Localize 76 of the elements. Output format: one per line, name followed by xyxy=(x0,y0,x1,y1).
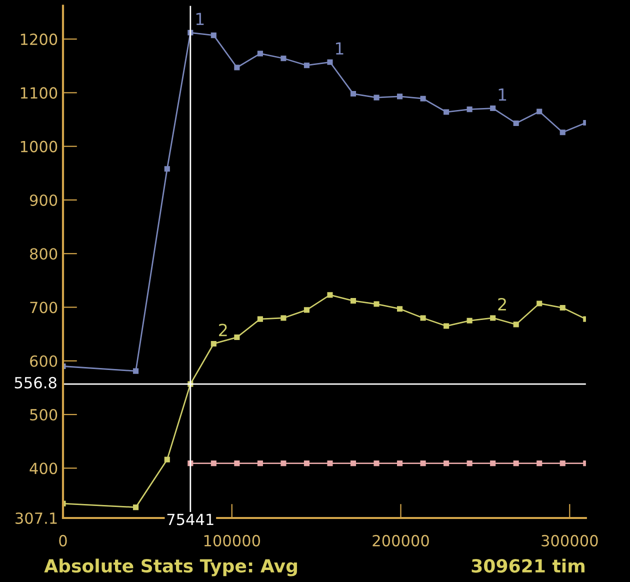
point xyxy=(280,56,286,62)
text: 309621 tim xyxy=(472,558,584,573)
point xyxy=(327,59,333,65)
point xyxy=(210,340,216,346)
annotation: 1 xyxy=(336,42,344,55)
y-tick-label: 900 xyxy=(30,194,58,206)
point xyxy=(466,106,472,112)
point xyxy=(513,322,519,328)
point xyxy=(133,504,139,510)
y-tick-label: 800 xyxy=(30,248,58,260)
annotation: 1 xyxy=(498,88,506,101)
point xyxy=(350,298,356,304)
ref-line-label: 75441 xyxy=(167,514,214,526)
point xyxy=(374,301,380,307)
annotation: 1 xyxy=(196,12,204,26)
point xyxy=(164,166,170,172)
point xyxy=(327,292,333,298)
point xyxy=(397,306,403,312)
point xyxy=(420,96,426,102)
point xyxy=(210,460,216,466)
x-tick-label: 300000 xyxy=(542,534,598,546)
point xyxy=(234,64,240,70)
point xyxy=(513,120,519,126)
y-tick-label: 307.1 xyxy=(16,512,57,524)
point xyxy=(536,460,542,466)
point xyxy=(397,460,403,466)
x-tick-label: 100000 xyxy=(204,534,260,546)
x-tick-label: 0 xyxy=(59,534,67,546)
point xyxy=(536,300,542,306)
point xyxy=(280,315,286,321)
point xyxy=(304,460,310,466)
line-series xyxy=(63,30,586,374)
point xyxy=(420,460,426,466)
point xyxy=(560,305,566,311)
point xyxy=(234,460,240,466)
x-tick-label: 200000 xyxy=(372,534,429,546)
point xyxy=(257,50,263,56)
y-tick-label: 700 xyxy=(30,302,58,314)
point xyxy=(490,460,496,466)
point xyxy=(466,460,472,466)
point xyxy=(350,460,356,466)
point xyxy=(210,32,216,38)
point xyxy=(257,316,263,322)
point xyxy=(420,315,426,321)
y-tick-label: 1100 xyxy=(20,87,58,99)
y-tick-label: 1200 xyxy=(20,34,58,46)
point xyxy=(280,460,286,466)
point xyxy=(490,105,496,112)
y-tick-label: 600 xyxy=(30,355,58,367)
y-tick-label: 400 xyxy=(30,462,58,474)
point xyxy=(234,334,240,340)
point xyxy=(374,94,380,100)
point xyxy=(444,460,450,466)
point xyxy=(327,460,333,466)
point xyxy=(350,91,356,97)
point xyxy=(466,318,472,324)
point xyxy=(560,460,566,466)
annotation: 2 xyxy=(219,324,227,336)
point xyxy=(397,94,403,100)
annotation: 2 xyxy=(498,298,506,310)
point xyxy=(133,368,139,374)
point xyxy=(257,460,263,466)
y-tick-label: 500 xyxy=(30,408,58,421)
point xyxy=(513,460,519,466)
ref-line-label: 556.8 xyxy=(14,376,56,388)
point xyxy=(304,62,310,68)
point xyxy=(536,108,542,114)
y-tick-label: 1000 xyxy=(20,140,58,152)
point xyxy=(560,130,566,136)
point xyxy=(490,315,496,321)
point xyxy=(164,456,170,462)
text: Absolute Stats Type: Avg xyxy=(44,558,297,576)
point xyxy=(374,460,380,466)
point xyxy=(304,307,310,313)
point xyxy=(444,109,450,115)
point xyxy=(444,323,450,329)
